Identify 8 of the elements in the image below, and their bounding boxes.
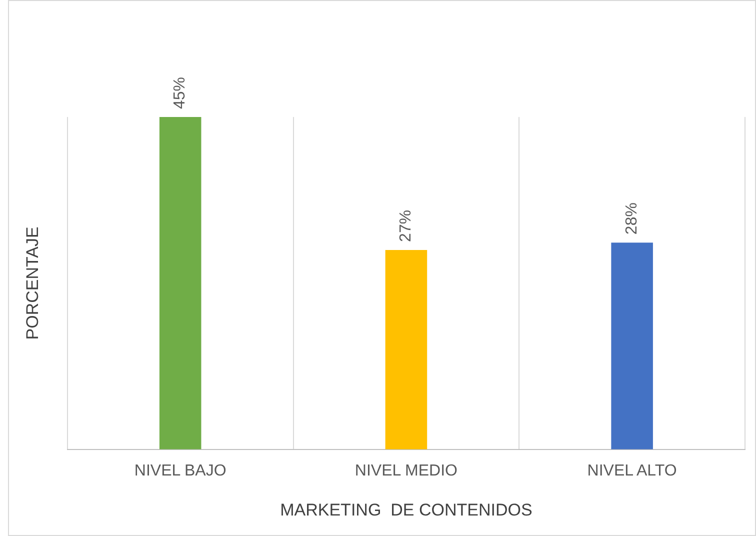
x-tick-label: NIVEL ALTO: [587, 462, 677, 480]
data-label: 45%: [172, 76, 189, 109]
data-label: 28%: [623, 202, 640, 235]
y-axis-title: PORCENTAJE: [22, 226, 42, 340]
data-label: 27%: [398, 210, 415, 242]
x-axis-title: MARKETING DE CONTENIDOS: [280, 500, 532, 520]
x-tick-label: NIVEL BAJO: [134, 462, 226, 480]
x-tick-label: NIVEL MEDIO: [354, 462, 458, 480]
